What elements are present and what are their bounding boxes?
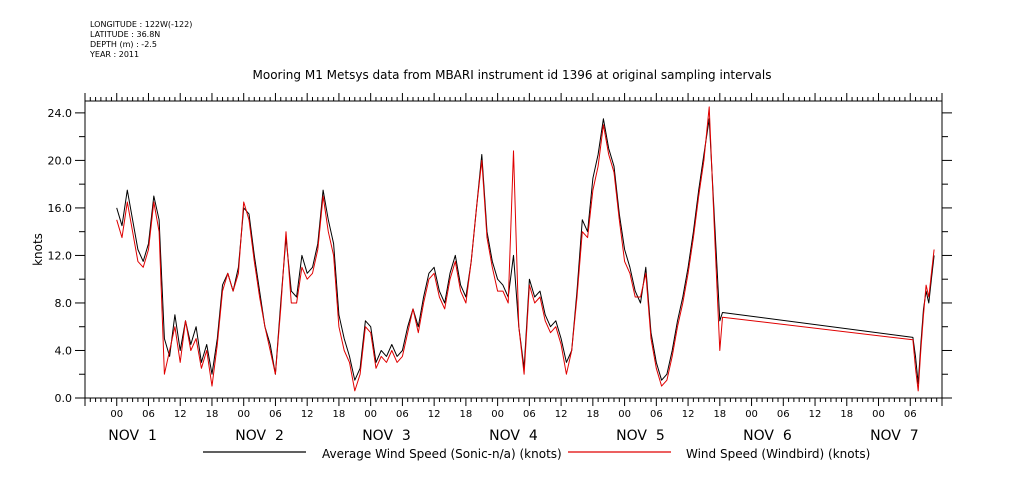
x-hour-label: 18 [713, 409, 726, 420]
axis-labels: 0.0 4.0 8.0 12.0 16.0 20.0 24.0 knots 00 06 12 18 00… [31, 107, 919, 444]
x-day-label: NOV 7 [870, 428, 919, 444]
x-hour-label: 12 [301, 409, 314, 420]
metadata-block: LONGITUDE : 122W(-122) LATITUDE : 36.8N … [90, 20, 192, 60]
chart-axes [84, 100, 943, 399]
x-hour-label: 12 [174, 409, 187, 420]
chart-title: Mooring M1 Metsys data from MBARI instru… [252, 68, 772, 82]
series-windbird-line [116, 106, 935, 392]
y-tick-label: 8.0 [55, 297, 73, 310]
x-hour-label: 06 [269, 409, 282, 420]
x-hour-label: 00 [491, 409, 504, 420]
axis-ticks [75, 93, 952, 406]
x-hour-label: 18 [460, 409, 473, 420]
x-hour-label: 18 [840, 409, 853, 420]
x-hour-label: 00 [110, 409, 123, 420]
series-average-wind-line [116, 118, 935, 385]
x-hour-label: 06 [396, 409, 409, 420]
legend-label-windbird: Wind Speed (Windbird) (knots) [686, 447, 870, 461]
y-tick-label: 20.0 [48, 154, 73, 167]
x-hour-label: 06 [904, 409, 917, 420]
x-hour-label: 12 [428, 409, 441, 420]
x-hour-label: 00 [872, 409, 885, 420]
x-hour-label: 00 [618, 409, 631, 420]
y-tick-label: 16.0 [48, 202, 73, 215]
y-tick-label: 12.0 [48, 249, 73, 262]
depth-label: DEPTH (m) : -2.5 [90, 40, 157, 49]
x-hour-label: 06 [142, 409, 155, 420]
legend-label-average-wind: Average Wind Speed (Sonic-n/a) (knots) [322, 447, 562, 461]
x-hour-label: 06 [523, 409, 536, 420]
x-day-label: NOV 5 [616, 428, 665, 444]
latitude-label: LATITUDE : 36.8N [90, 30, 161, 39]
year-label: YEAR : 2011 [90, 50, 140, 59]
longitude-label: LONGITUDE : 122W(-122) [90, 20, 193, 29]
x-day-label: NOV 6 [743, 428, 792, 444]
x-hour-label: 18 [586, 409, 599, 420]
x-hour-label: 00 [237, 409, 250, 420]
y-tick-label: 0.0 [55, 392, 73, 405]
y-tick-label: 4.0 [55, 344, 73, 357]
x-hour-label: 18 [333, 409, 346, 420]
x-hour-label: 00 [364, 409, 377, 420]
x-hour-label: 12 [682, 409, 695, 420]
x-hour-label: 12 [809, 409, 822, 420]
chart-legend: Average Wind Speed (Sonic-n/a) (knots) W… [203, 447, 870, 461]
x-day-label: NOV 2 [235, 428, 284, 444]
y-tick-label: 24.0 [48, 107, 73, 120]
x-day-label: NOV 3 [362, 428, 411, 444]
x-day-label: NOV 1 [108, 428, 157, 444]
x-day-label: NOV 4 [489, 428, 538, 444]
x-hour-label: 06 [777, 409, 790, 420]
x-hour-label: 18 [206, 409, 219, 420]
plot-frame [84, 100, 943, 399]
x-hour-label: 06 [650, 409, 663, 420]
series-lines [116, 106, 935, 392]
x-hour-label: 00 [745, 409, 758, 420]
y-axis-label: knots [31, 233, 45, 266]
x-hour-label: 12 [555, 409, 568, 420]
